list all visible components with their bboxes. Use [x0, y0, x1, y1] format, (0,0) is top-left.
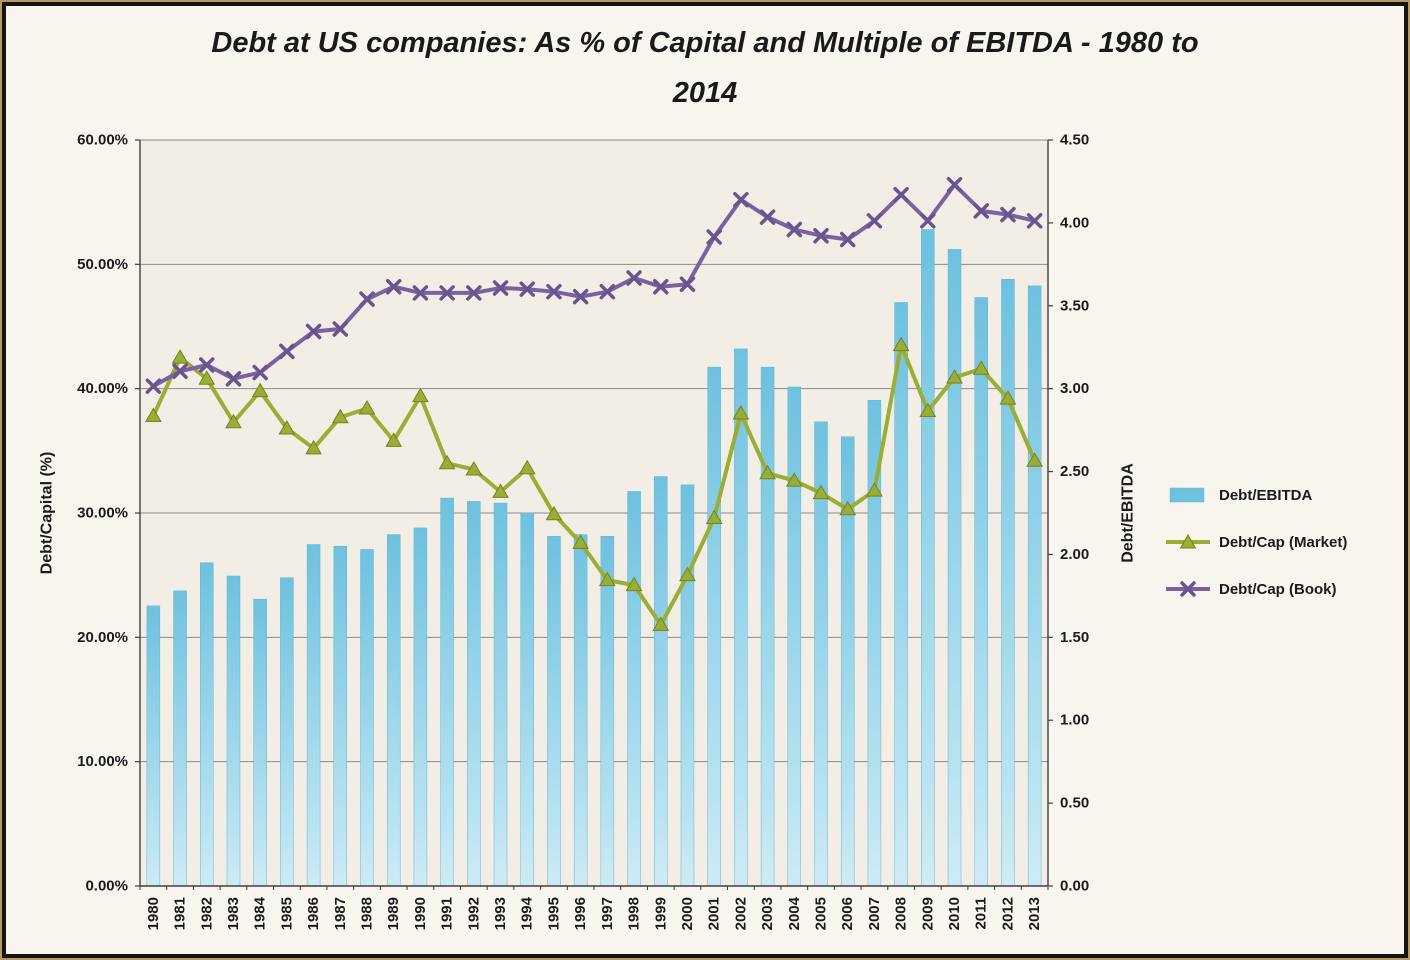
- svg-text:3.50: 3.50: [1060, 297, 1089, 314]
- svg-text:2005: 2005: [813, 897, 830, 930]
- svg-text:50.00%: 50.00%: [77, 256, 128, 273]
- svg-text:40.00%: 40.00%: [77, 380, 128, 397]
- svg-text:1984: 1984: [252, 896, 269, 930]
- svg-text:2004: 2004: [786, 896, 803, 930]
- svg-text:1994: 1994: [519, 896, 536, 930]
- svg-text:1982: 1982: [198, 897, 215, 930]
- svg-text:2006: 2006: [839, 897, 856, 930]
- svg-text:1995: 1995: [545, 897, 562, 930]
- chart-canvas: 0.00% 10.00% 20.00% 30.00% 40.00% 50.00% 60.00…: [39, 132, 1137, 931]
- svg-text:2007: 2007: [866, 897, 883, 930]
- svg-text:2011: 2011: [973, 897, 990, 930]
- chart-title-line1: Debt at US companies: As % of Capital an…: [211, 27, 1199, 59]
- svg-text:1999: 1999: [652, 897, 669, 930]
- svg-text:1991: 1991: [439, 897, 456, 930]
- svg-text:2.50: 2.50: [1060, 463, 1089, 480]
- svg-text:1992: 1992: [465, 897, 482, 930]
- svg-text:1988: 1988: [359, 897, 376, 930]
- legend-item-debt-ebitda: Debt/EBITDA: [1166, 481, 1347, 509]
- legend-swatch-bar: [1166, 486, 1210, 504]
- svg-text:1998: 1998: [626, 897, 643, 930]
- svg-text:30.00%: 30.00%: [77, 505, 128, 522]
- svg-text:2.00: 2.00: [1060, 546, 1089, 563]
- legend-label-debt-cap-market: Debt/Cap (Market): [1219, 533, 1348, 551]
- svg-text:2010: 2010: [946, 897, 963, 930]
- legend-swatch-market-line: [1166, 533, 1210, 551]
- svg-text:Debt/EBITDA: Debt/EBITDA: [1120, 463, 1137, 563]
- svg-text:1989: 1989: [385, 897, 402, 930]
- svg-text:2001: 2001: [706, 897, 723, 930]
- svg-text:60.00%: 60.00%: [77, 132, 128, 149]
- svg-text:2012: 2012: [999, 897, 1016, 930]
- svg-text:1980: 1980: [145, 897, 162, 930]
- svg-text:2003: 2003: [759, 897, 776, 930]
- chart-title-line2: 2014: [672, 77, 738, 109]
- legend-label-debt-ebitda: Debt/EBITDA: [1219, 486, 1313, 504]
- legend-label-debt-cap-book: Debt/Cap (Book): [1219, 580, 1337, 598]
- svg-text:1997: 1997: [599, 897, 616, 930]
- svg-text:0.00: 0.00: [1060, 878, 1089, 895]
- svg-text:1985: 1985: [278, 897, 295, 930]
- legend-swatch-book-line: [1166, 580, 1210, 598]
- svg-text:1981: 1981: [172, 897, 189, 930]
- svg-text:2013: 2013: [1026, 897, 1043, 930]
- svg-text:1.00: 1.00: [1060, 712, 1089, 729]
- svg-text:0.50: 0.50: [1060, 795, 1089, 812]
- svg-text:1996: 1996: [572, 897, 589, 930]
- svg-text:20.00%: 20.00%: [77, 629, 128, 646]
- svg-text:4.00: 4.00: [1060, 214, 1089, 231]
- svg-text:4.50: 4.50: [1060, 132, 1089, 149]
- svg-text:1993: 1993: [492, 897, 509, 930]
- svg-text:2009: 2009: [919, 897, 936, 930]
- svg-text:0.00%: 0.00%: [85, 878, 128, 895]
- svg-text:Debt/Capital (%): Debt/Capital (%): [39, 452, 56, 575]
- svg-text:1987: 1987: [332, 897, 349, 930]
- legend-item-debt-cap-book: Debt/Cap (Book): [1166, 575, 1347, 603]
- svg-text:2002: 2002: [732, 897, 749, 930]
- svg-text:1983: 1983: [225, 897, 242, 930]
- svg-text:1.50: 1.50: [1060, 629, 1089, 646]
- chart-legend: Debt/EBITDA Debt/Cap (Market) Debt/Cap (…: [1166, 481, 1347, 622]
- svg-text:3.00: 3.00: [1060, 380, 1089, 397]
- svg-text:1990: 1990: [412, 897, 429, 930]
- svg-text:1986: 1986: [305, 897, 322, 930]
- svg-text:2008: 2008: [893, 897, 910, 930]
- legend-item-debt-cap-market: Debt/Cap (Market): [1166, 528, 1347, 556]
- svg-text:2000: 2000: [679, 897, 696, 930]
- svg-text:10.00%: 10.00%: [77, 753, 128, 770]
- chart-title: Debt at US companies: As % of Capital an…: [6, 18, 1404, 118]
